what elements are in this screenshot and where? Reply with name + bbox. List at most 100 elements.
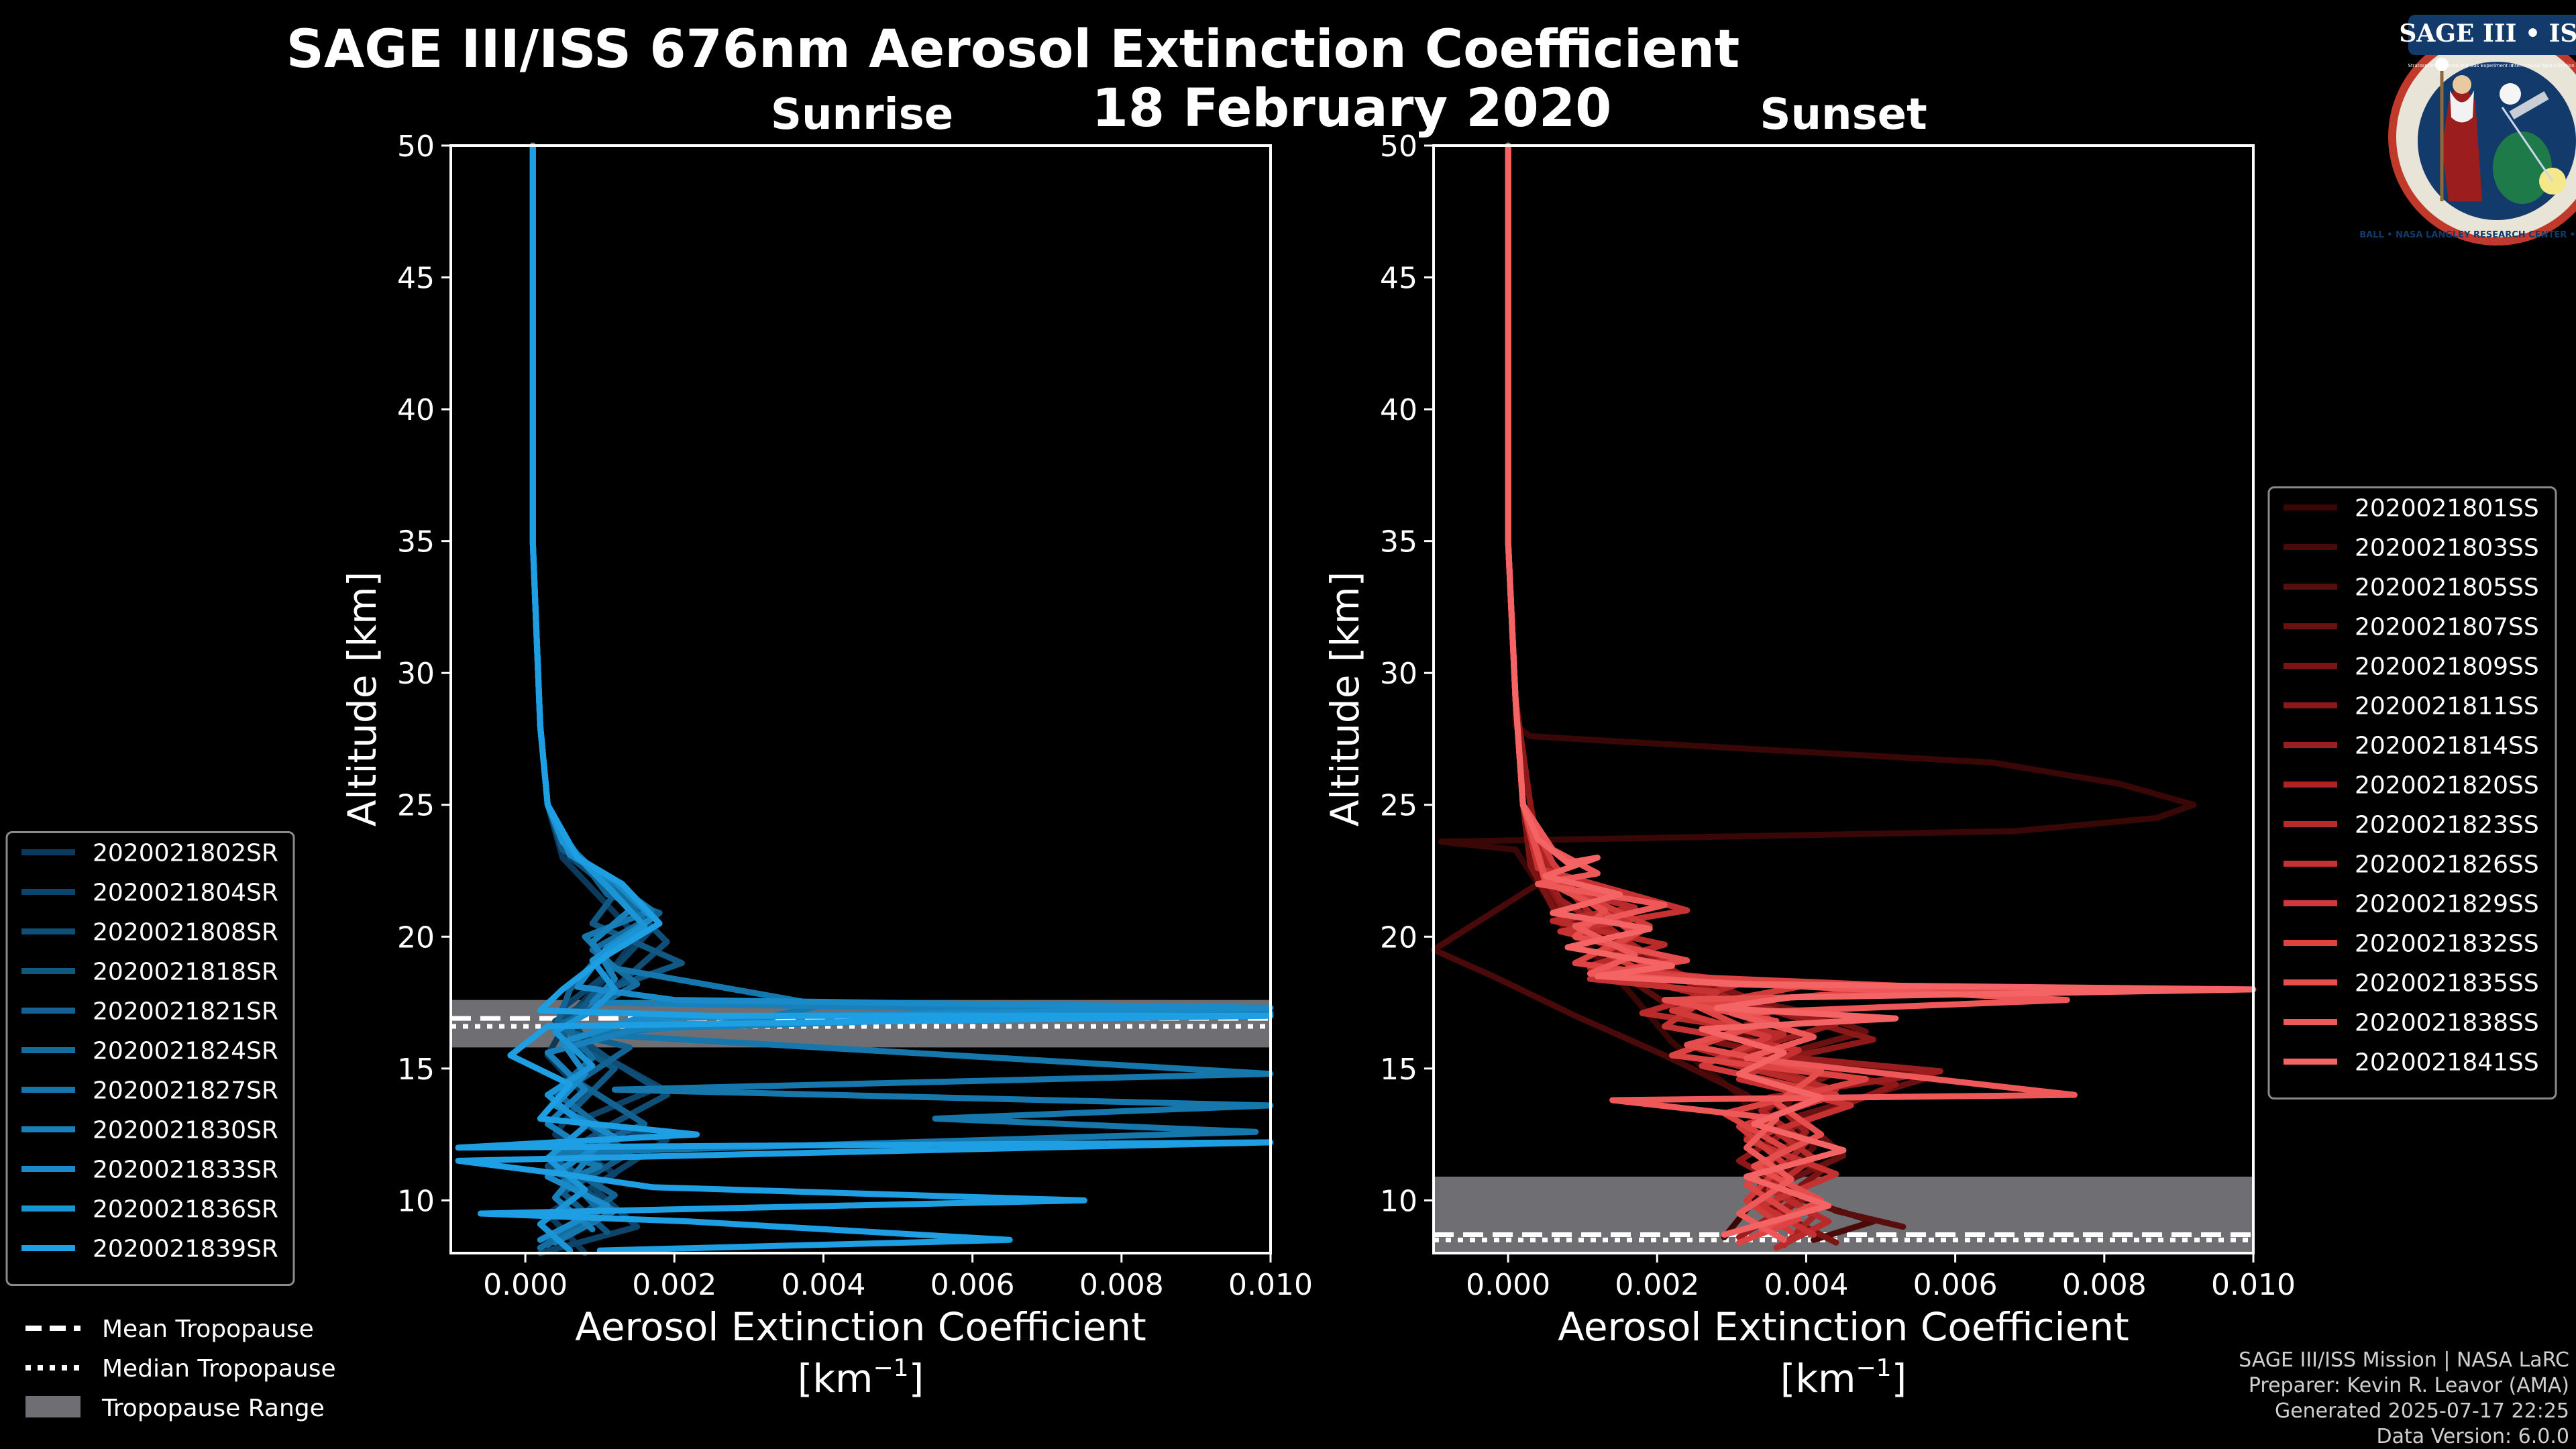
x-tick-label: 0.002: [632, 1268, 716, 1302]
sunrise-x-axis-units: [km−1]: [798, 1354, 924, 1401]
tropopause-range-swatch: [25, 1396, 80, 1417]
sunset-x-ticks: 0.000 0.002 0.004 0.006 0.008 0.010: [1466, 1253, 2296, 1302]
legend-entry: 2020021838SS: [2355, 1010, 2539, 1037]
legend-entry: 2020021807SS: [2355, 614, 2539, 641]
credits: SAGE III/ISS Mission | NASA LaRC Prepare…: [2239, 1348, 2569, 1448]
sunset-x-axis-units-exponent: −1: [1856, 1354, 1892, 1382]
legend-entry: 2020021833SR: [93, 1157, 278, 1184]
legend-entry: 2020021820SS: [2355, 772, 2539, 800]
sunrise-legend: 2020021802SR 2020021804SR 2020021808SR 2020…: [5, 831, 295, 1286]
logo-ring-text: BALL • NASA LANGLEY RESEARCH CENTER • TA…: [2359, 230, 2576, 240]
x-tick-label: 0.002: [1615, 1268, 1699, 1302]
sunset-x-axis-units: [km−1]: [1780, 1354, 1907, 1401]
credit-preparer: Preparer: Kevin R. Leavor (AMA): [2249, 1374, 2569, 1397]
legend-entry: 2020021826SS: [2355, 851, 2539, 879]
logo-title: SAGE III • ISS: [2399, 19, 2576, 48]
profile-line-2020021839SR: [455, 142, 1274, 1254]
legend-entry: 2020021830SR: [93, 1117, 278, 1144]
legend-entry: 2020021836SR: [93, 1196, 278, 1224]
credit-data-version: Data Version: 6.0.0: [2377, 1425, 2569, 1448]
x-tick-label: 0.006: [1913, 1268, 1998, 1302]
y-tick-label: 40: [397, 393, 435, 427]
legend-entry: 2020021824SR: [93, 1038, 278, 1065]
legend-entry: 2020021811SS: [2355, 693, 2539, 720]
median-tropopause-label: Median Tropopause: [102, 1355, 336, 1383]
y-tick-label: 40: [1380, 393, 1417, 427]
y-tick-label: 25: [1380, 789, 1417, 823]
sunset-chart: 0.000 0.002 0.004 0.006 0.008 0.010 10 15 20 25 3…: [1322, 129, 2296, 1401]
x-tick-label: 0.008: [2062, 1268, 2147, 1302]
legend-entry: 2020021801SS: [2355, 495, 2539, 523]
y-tick-label: 20: [397, 920, 435, 955]
legend-entry: 2020021827SR: [93, 1077, 278, 1105]
sunrise-x-axis-units-exponent: −1: [873, 1354, 909, 1382]
legend-frame: [5, 831, 295, 1286]
y-tick-label: 10: [1380, 1184, 1417, 1218]
sunset-plot-frame: [1432, 144, 2255, 1254]
sunset-x-axis-label: Aerosol Extinction Coefficient: [1558, 1304, 2129, 1350]
y-tick-label: 15: [397, 1053, 435, 1087]
sunrise-chart: 0.000 0.002 0.004 0.006 0.008 0.010 10 15 20 25 3…: [339, 129, 1313, 1401]
sunset-legend: 2020021801SS 2020021803SS 2020021805SS 2020…: [2267, 486, 2557, 1099]
sunrise-panel-title: Sunrise: [771, 90, 953, 140]
y-tick-label: 45: [397, 262, 435, 296]
sunset-panel-title: Sunset: [1760, 90, 1927, 140]
legend-entry: 2020021823SS: [2355, 812, 2539, 839]
legend-entry: 2020021805SS: [2355, 574, 2539, 602]
profile-line-2020021841SS: [1505, 142, 2257, 1238]
tropopause-legend: Mean Tropopause Median Tropopause Tropop…: [25, 1316, 336, 1422]
sunset-y-axis-label: Altitude [km]: [1322, 572, 1368, 826]
legend-entry: 2020021803SS: [2355, 535, 2539, 562]
legend-entry: 2020021808SR: [93, 919, 278, 947]
legend-entry: 2020021829SS: [2355, 891, 2539, 918]
figure-title-line1: SAGE III/ISS 676nm Aerosol Extinction Co…: [286, 19, 1740, 80]
sunset-profiles: [1430, 142, 2257, 1251]
x-tick-label: 0.004: [1764, 1268, 1848, 1302]
y-tick-label: 50: [1380, 129, 1417, 164]
y-tick-label: 45: [1380, 262, 1417, 296]
legend-entry: 2020021821SR: [93, 998, 278, 1026]
x-tick-label: 0.000: [1466, 1268, 1550, 1302]
y-tick-label: 35: [397, 525, 435, 559]
legend-entry: 2020021818SR: [93, 959, 278, 986]
tropopause-range-label: Tropopause Range: [101, 1395, 325, 1422]
credit-generated: Generated 2025-07-17 22:25: [2275, 1399, 2569, 1423]
legend-entry: 2020021802SR: [93, 840, 278, 867]
mean-tropopause-label: Mean Tropopause: [102, 1316, 314, 1343]
sunrise-y-ticks: 10 15 20 25 30 35 40 45 50: [397, 129, 451, 1218]
legend-frame: [2267, 486, 2557, 1099]
y-tick-label: 20: [1380, 920, 1417, 955]
y-tick-label: 15: [1380, 1053, 1417, 1087]
x-tick-label: 0.004: [781, 1268, 865, 1302]
legend-entry: 2020021814SS: [2355, 733, 2539, 760]
logo-subtitle-left: Stratospheric Aerosol and Gas Experiment…: [2408, 63, 2513, 68]
figure-title-line2: 18 February 2020: [1092, 78, 1612, 139]
x-tick-label: 0.010: [1228, 1268, 1313, 1302]
sunrise-x-ticks: 0.000 0.002 0.004 0.006 0.008 0.010: [483, 1253, 1313, 1302]
x-tick-label: 0.000: [483, 1268, 568, 1302]
x-tick-label: 0.010: [2211, 1268, 2296, 1302]
logo-subtitle-right: International Space Station: [2510, 63, 2574, 68]
x-tick-label: 0.008: [1079, 1268, 1164, 1302]
legend-entry: 2020021839SR: [93, 1236, 278, 1263]
legend-entry: 2020021804SR: [93, 879, 278, 907]
sunset-y-ticks: 10 15 20 25 30 35 40 45 50: [1380, 129, 1434, 1218]
legend-entry: 2020021809SS: [2355, 653, 2539, 681]
y-tick-label: 35: [1380, 525, 1417, 559]
y-tick-label: 10: [397, 1184, 435, 1218]
credit-mission: SAGE III/ISS Mission | NASA LaRC: [2239, 1348, 2569, 1372]
y-tick-label: 25: [397, 789, 435, 823]
y-tick-label: 50: [397, 129, 435, 164]
legend-entry: 2020021835SS: [2355, 970, 2539, 998]
legend-entry: 2020021841SS: [2355, 1049, 2539, 1077]
sunrise-plot-frame: [449, 144, 1272, 1254]
sunrise-profiles: [455, 142, 1274, 1256]
sage-iii-iss-logo: SAGE III • ISS Stratospheric Aerosol and…: [2359, 15, 2576, 246]
sunrise-y-axis-label: Altitude [km]: [339, 572, 385, 826]
sunrise-x-axis-label: Aerosol Extinction Coefficient: [575, 1304, 1146, 1350]
x-tick-label: 0.006: [930, 1268, 1015, 1302]
legend-entry: 2020021832SS: [2355, 930, 2539, 958]
y-tick-label: 30: [1380, 657, 1417, 691]
y-tick-label: 30: [397, 657, 435, 691]
